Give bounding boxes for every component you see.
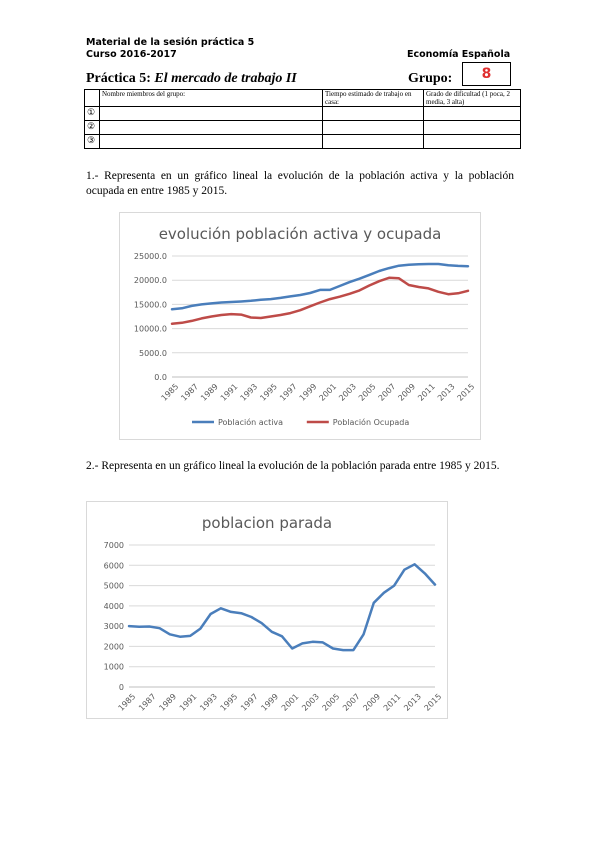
x-tick-label: 1997	[239, 692, 260, 713]
practice-name: El mercado de trabajo II	[154, 71, 297, 86]
x-tick-label: 2003	[337, 382, 358, 403]
chart-2-title: poblacion parada	[201, 514, 333, 532]
y-tick-label: 20000.0	[134, 276, 167, 285]
y-tick-label: 2000	[104, 642, 124, 651]
x-tick-label: 1991	[178, 692, 199, 713]
x-tick-label: 1985	[117, 692, 138, 713]
member-time-cell[interactable]	[322, 120, 424, 135]
table-row: ③	[84, 134, 521, 149]
practice-title: Práctica 5: El mercado de trabajo II	[86, 71, 297, 87]
member-name-cell[interactable]	[99, 106, 323, 121]
y-tick-label: 25000.0	[134, 252, 167, 261]
y-tick-label: 4000	[104, 602, 124, 611]
group-label: Grupo:	[408, 71, 453, 86]
member-difficulty-cell[interactable]	[423, 134, 521, 149]
x-tick-label: 2005	[357, 382, 378, 403]
legend-label: Población Ocupada	[333, 417, 410, 427]
series-line-2	[170, 276, 470, 326]
subject-name: Economía Española	[407, 49, 511, 60]
member-difficulty-cell[interactable]	[423, 106, 521, 121]
x-tick-label: 2015	[423, 692, 444, 713]
x-tick-label: 2015	[456, 382, 477, 403]
member-time-cell[interactable]	[322, 134, 424, 149]
y-tick-label: 10000.0	[134, 325, 167, 334]
y-tick-label: 0	[119, 683, 124, 692]
chart-parada: poblacion parada 0 1000 2000 3000 4000 5000 60…	[86, 501, 448, 719]
row-number: ②	[84, 120, 100, 135]
x-tick-label: 1991	[219, 382, 240, 403]
x-tick-label: 2009	[396, 382, 417, 403]
x-tick-label: 1999	[298, 382, 319, 403]
y-tick-label: 1000	[104, 663, 124, 672]
y-tick-label: 7000	[104, 541, 124, 550]
x-tick-label: 1995	[258, 382, 279, 403]
x-tick-label: 2011	[382, 692, 403, 713]
series-line-1	[170, 262, 470, 311]
y-tick-label: 0.0	[154, 373, 167, 382]
row-number: ③	[84, 134, 100, 149]
x-tick-label: 1997	[278, 382, 299, 403]
practice-label: Práctica 5:	[86, 71, 151, 86]
member-name-cell[interactable]	[99, 134, 323, 149]
y-tick-label: 3000	[104, 622, 124, 631]
chart-activa-ocupada: evolución población activa y ocupada 0.0…	[119, 212, 481, 440]
x-tick-label: 2013	[436, 382, 457, 403]
x-tick-label: 2001	[280, 692, 301, 713]
row-number: ①	[84, 106, 100, 121]
y-tick-label: 15000.0	[134, 300, 167, 309]
group-number: 8	[462, 62, 511, 86]
members-header-time: Tiempo estimado de trabajo en casa:	[322, 89, 424, 107]
x-tick-label: 1993	[198, 692, 219, 713]
chart-1-title: evolución población activa y ocupada	[158, 225, 442, 243]
series-line-1	[127, 563, 437, 652]
x-tick-label: 1999	[259, 692, 280, 713]
y-tick-label: 6000	[104, 561, 124, 570]
x-tick-label: 2003	[300, 692, 321, 713]
member-name-cell[interactable]	[99, 120, 323, 135]
x-tick-label: 1987	[179, 382, 200, 403]
members-table-header: Nombre miembros del grupo: Tiempo estima…	[84, 89, 521, 107]
x-tick-label: 1985	[160, 382, 181, 403]
y-tick-label: 5000.0	[139, 349, 167, 358]
member-difficulty-cell[interactable]	[423, 120, 521, 135]
x-tick-label: 2001	[317, 382, 338, 403]
members-table: Nombre miembros del grupo: Tiempo estima…	[84, 89, 521, 149]
x-tick-label: 1995	[219, 692, 240, 713]
x-tick-label: 2009	[361, 692, 382, 713]
legend-label: Población activa	[218, 417, 283, 427]
material-title: Material de la sesión práctica 5	[86, 37, 255, 48]
x-tick-label: 2011	[416, 382, 437, 403]
x-tick-label: 2005	[321, 692, 342, 713]
chart-2-plot: 0 1000 2000 3000 4000 5000 6000 7000 1985 1987 198…	[104, 541, 444, 713]
members-header-name: Nombre miembros del grupo:	[99, 89, 323, 107]
chart-1-plot: 0.0 5000.0 10000.0 15000.0 20000.0 25000.0 198…	[134, 252, 477, 427]
x-tick-label: 1987	[137, 692, 158, 713]
x-tick-label: 2013	[402, 692, 423, 713]
x-tick-label: 1993	[239, 382, 260, 403]
question-2: 2.- Representa en un gráfico lineal la e…	[86, 460, 500, 472]
member-time-cell[interactable]	[322, 106, 424, 121]
x-tick-label: 2007	[341, 692, 362, 713]
y-tick-label: 5000	[104, 582, 124, 591]
question-1: 1.- Representa en un gráfico lineal la e…	[86, 170, 514, 197]
x-tick-label: 1989	[199, 382, 220, 403]
table-row: ②	[84, 120, 521, 135]
members-header-difficulty: Grado de dificultad (1 poca, 2 media, 3 …	[423, 89, 521, 107]
x-tick-label: 2007	[377, 382, 398, 403]
course-year: Curso 2016-2017	[86, 49, 177, 60]
table-row: ①	[84, 106, 521, 121]
x-tick-label: 1989	[157, 692, 178, 713]
